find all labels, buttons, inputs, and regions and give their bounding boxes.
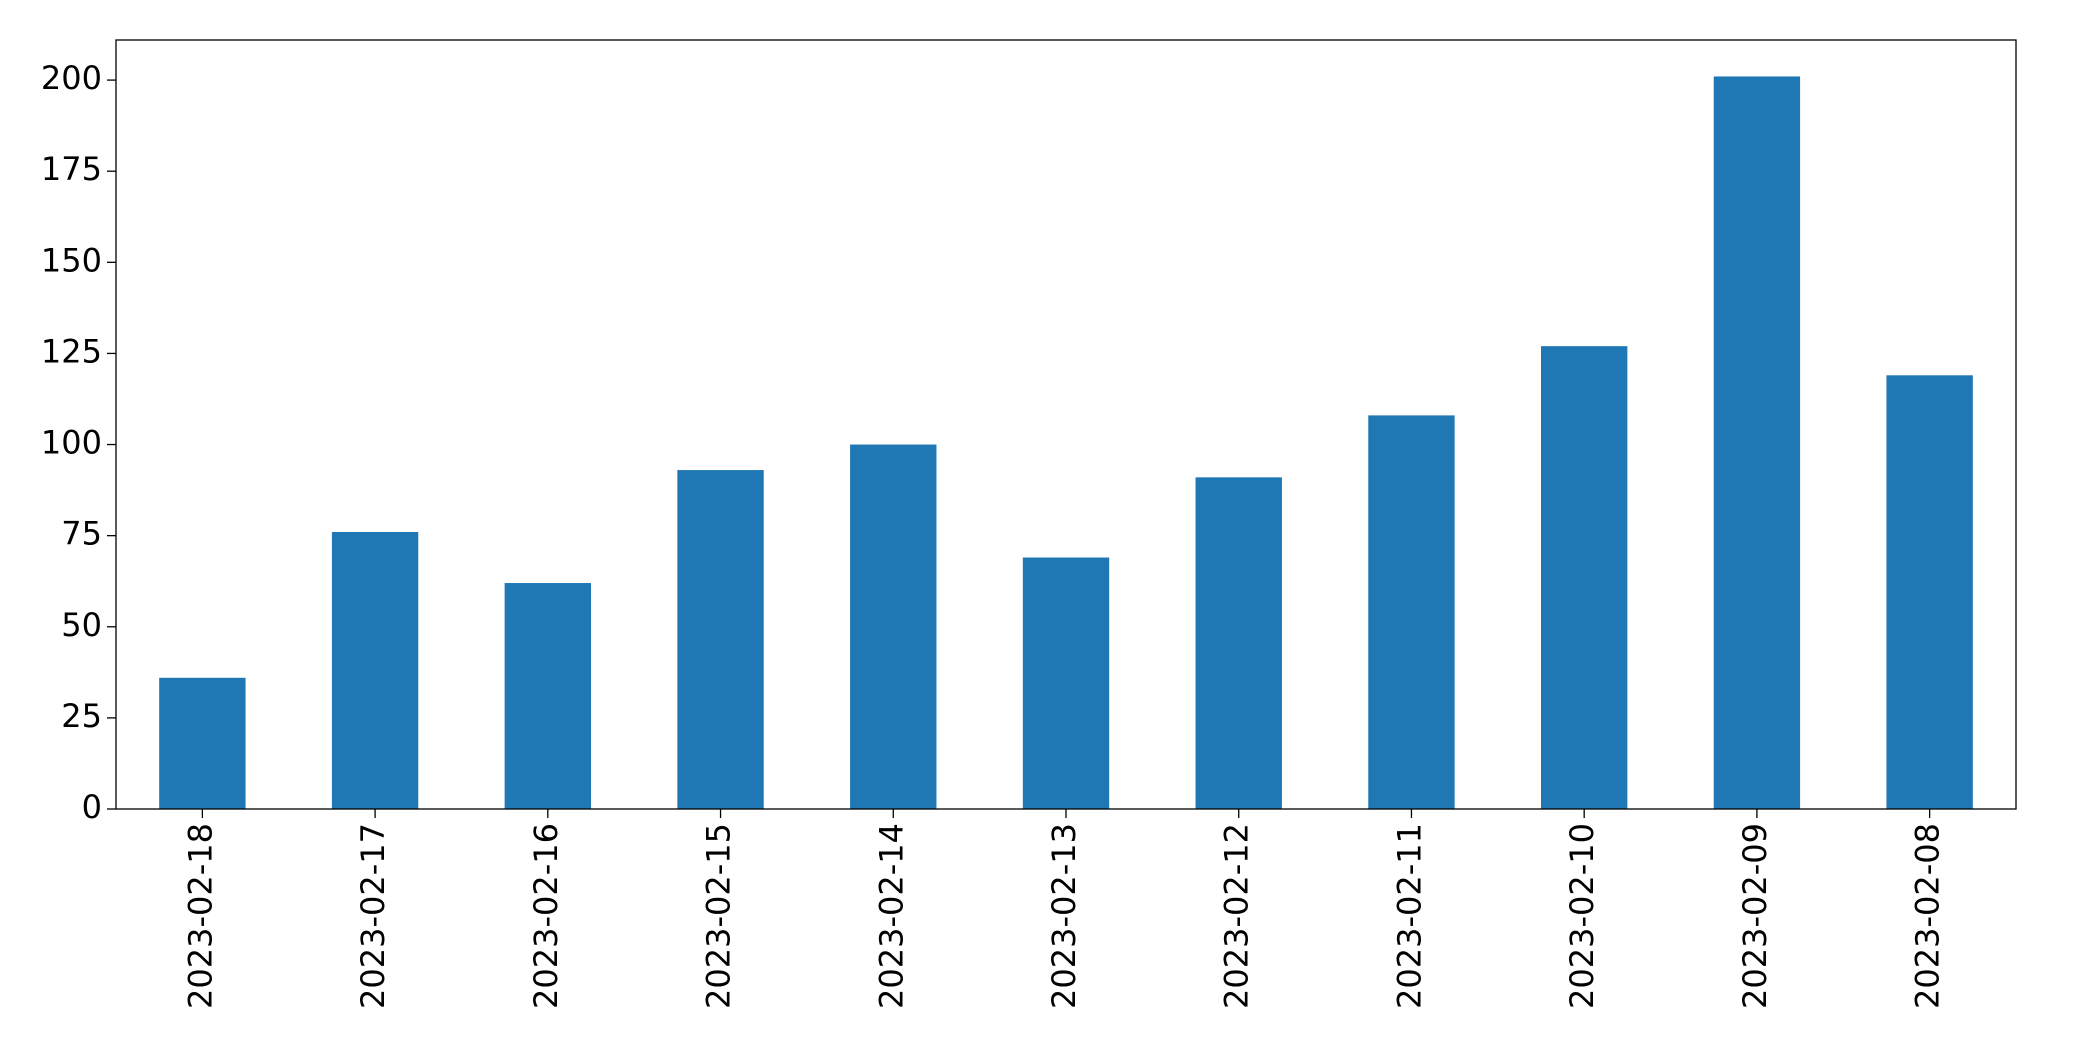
bar [1886,375,1973,809]
bar [1022,557,1110,809]
x-tick-label: 2023-02-11 [1390,823,1428,1009]
bar [504,583,591,809]
x-tick-label: 2023-02-16 [527,823,565,1009]
axes-frame [115,39,2017,810]
bar [1195,477,1282,809]
y-tick-label: 25 [61,697,102,735]
bar [677,470,764,809]
y-tick-label: 150 [41,241,102,279]
y-tick-label: 0 [82,788,102,826]
x-tick-label: 2023-02-08 [1909,823,1947,1009]
y-tick-label: 50 [61,606,102,644]
y-tick-label: 200 [41,59,102,97]
bar [331,532,419,809]
bar [159,677,246,809]
x-tick-label: 2023-02-17 [354,823,392,1009]
x-tick-label: 2023-02-13 [1045,823,1083,1009]
x-tick-label: 2023-02-10 [1563,823,1601,1009]
bar [1541,346,1628,809]
x-tick-label: 2023-02-09 [1736,823,1774,1009]
y-tick-label: 75 [61,515,102,553]
x-tick-label: 2023-02-14 [872,823,910,1009]
x-tick-label: 2023-02-18 [181,823,219,1009]
bar [1368,415,1455,809]
bar [850,444,937,809]
y-tick-label: 125 [41,332,102,370]
x-tick-label: 2023-02-15 [700,823,738,1009]
y-tick-label: 100 [41,424,102,462]
x-tick-label: 2023-02-12 [1218,823,1256,1009]
bar [1713,76,1801,809]
y-tick-label: 175 [41,150,102,188]
